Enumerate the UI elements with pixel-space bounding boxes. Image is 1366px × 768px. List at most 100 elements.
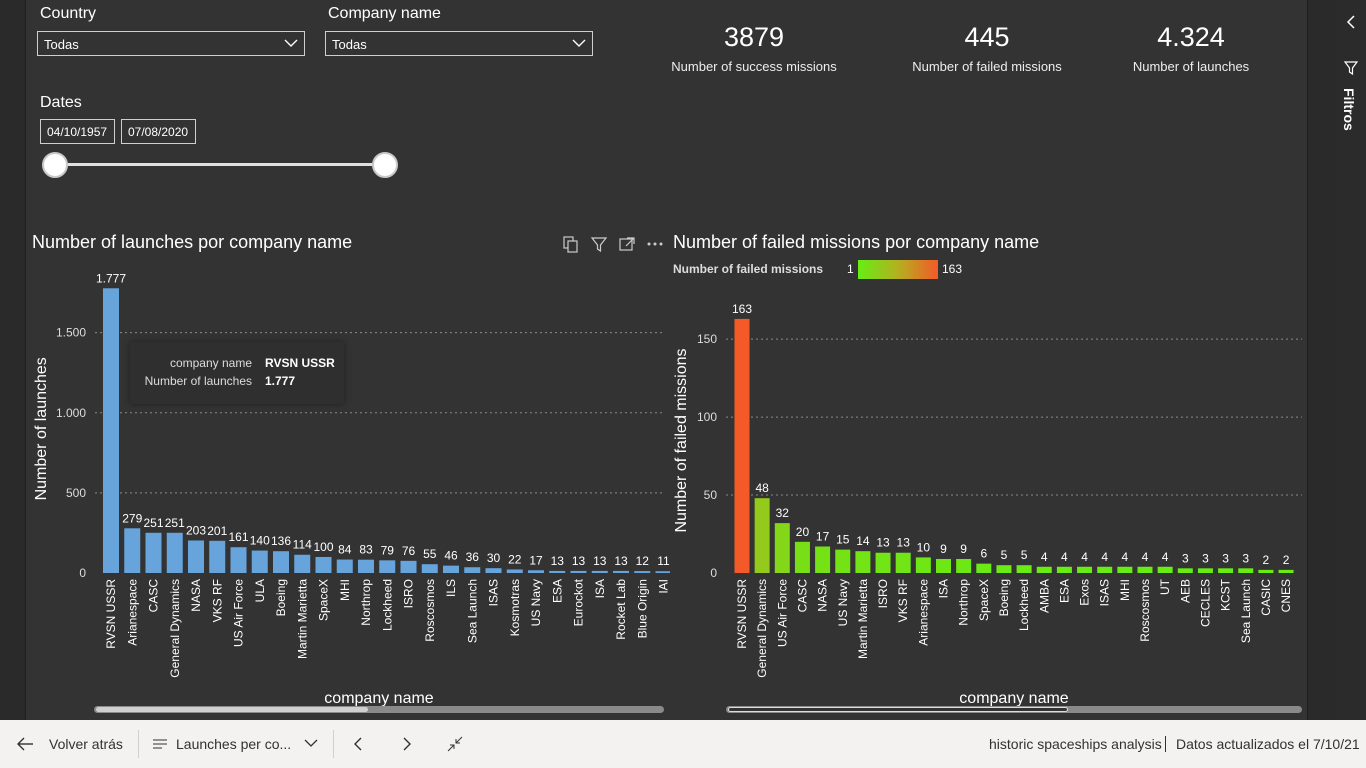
y-tick-label: 0 (79, 566, 86, 580)
bar (464, 567, 481, 573)
slider-handle-start[interactable] (42, 152, 68, 178)
data-label: 55 (423, 547, 437, 561)
data-label: 12 (636, 554, 650, 568)
bottom-navigation-bar: Volver atrás Launches per co... historic… (0, 720, 1366, 768)
bar (855, 551, 871, 573)
x-tick-label: Rocket Lab (614, 579, 628, 640)
back-arrow-icon[interactable] (16, 736, 34, 752)
data-label: 15 (836, 533, 850, 547)
x-tick-label: ISRO (402, 579, 416, 608)
kpi-label: Number of success missions (671, 59, 837, 74)
data-label: 13 (593, 554, 607, 568)
x-tick-label: NASA (189, 579, 203, 612)
data-label: 4 (1122, 550, 1129, 564)
country-label: Country (40, 5, 97, 22)
country-dropdown[interactable]: Todas (37, 31, 305, 56)
bar (754, 498, 770, 573)
filter-icon[interactable] (590, 235, 608, 253)
divider (138, 730, 139, 758)
x-tick-label: Northrop (957, 579, 971, 626)
legend-max: 163 (942, 262, 963, 276)
date-start-input[interactable]: 04/10/1957 (40, 119, 115, 144)
data-label: 22 (508, 552, 522, 566)
horizontal-scrollbar[interactable] (94, 706, 664, 713)
focus-mode-icon[interactable] (618, 235, 636, 253)
divider (333, 730, 334, 758)
slider-handle-end[interactable] (372, 152, 398, 178)
previous-page-icon[interactable] (352, 736, 364, 752)
x-tick-label: SpaceX (317, 579, 331, 621)
x-tick-label: Eurockot (572, 578, 586, 626)
legend-gradient (858, 260, 938, 279)
bar (506, 569, 523, 573)
data-label: 84 (338, 543, 352, 557)
data-label: 13 (876, 536, 890, 550)
back-button[interactable]: Volver atrás (49, 736, 123, 752)
x-tick-label: Exos (1078, 579, 1092, 606)
data-label: 36 (466, 550, 480, 564)
x-tick-label: US Air Force (232, 579, 246, 647)
chevron-down-icon[interactable] (304, 738, 318, 748)
y-tick-label: 1.000 (56, 406, 86, 420)
next-page-icon[interactable] (401, 736, 413, 752)
data-label: 2 (1263, 553, 1270, 567)
x-tick-label: Roscosmos (1138, 579, 1152, 642)
filters-pane[interactable]: Filtros (1335, 0, 1366, 720)
bar (613, 570, 629, 573)
bar (774, 523, 790, 573)
data-label: 100 (313, 540, 333, 554)
scrollbar-thumb[interactable] (728, 707, 1068, 712)
right-margin (1307, 0, 1335, 720)
exit-fullscreen-icon[interactable] (447, 736, 463, 752)
bar (400, 560, 417, 573)
x-tick-label: ISA (937, 579, 951, 598)
bar (1157, 566, 1173, 573)
data-label: 163 (732, 302, 752, 316)
kpi-label: Number of failed missions (912, 59, 1062, 74)
copy-icon[interactable] (562, 235, 580, 253)
country-value: Todas (44, 37, 79, 52)
filters-pane-title: Filtros (1341, 88, 1357, 131)
bar (634, 571, 651, 573)
more-options-icon[interactable] (646, 235, 664, 253)
chart-tooltip: company name RVSN USSR Number of launche… (130, 342, 344, 404)
bar (835, 549, 851, 573)
bar (1197, 568, 1213, 573)
data-label: 201 (207, 524, 227, 538)
scrollbar-thumb[interactable] (96, 707, 368, 712)
data-label: 32 (776, 506, 790, 520)
data-label: 20 (796, 525, 810, 539)
data-label: 3 (1242, 551, 1249, 565)
data-label: 9 (960, 542, 967, 556)
x-tick-label: CASIC (1259, 579, 1273, 616)
kpi-value: 445 (964, 22, 1010, 52)
bar (209, 540, 226, 573)
date-range-slider[interactable] (55, 163, 385, 166)
bar (273, 551, 289, 573)
company-name-label: Company name (328, 5, 441, 22)
bar (485, 568, 502, 573)
data-label: 17 (816, 530, 830, 544)
chevron-left-icon[interactable] (1344, 12, 1358, 32)
chevron-down-icon (284, 39, 298, 47)
date-end-input[interactable]: 07/08/2020 (121, 119, 196, 144)
x-tick-label: CASC (795, 579, 809, 613)
x-tick-label: General Dynamics (168, 579, 182, 678)
x-tick-label: Arianespace (916, 579, 930, 646)
data-label: 4 (1142, 550, 1149, 564)
data-label: 13 (572, 554, 586, 568)
chevron-down-icon (572, 39, 586, 47)
bar (251, 550, 268, 573)
y-tick-label: 50 (704, 488, 718, 502)
bar (976, 563, 992, 573)
data-label: 114 (293, 538, 312, 552)
bar (315, 556, 332, 573)
page-selector[interactable]: Launches per co... (176, 736, 292, 752)
data-label: 5 (1001, 548, 1008, 562)
bar (794, 541, 810, 573)
company-name-dropdown[interactable]: Todas (325, 31, 593, 56)
x-tick-label: SpaceX (977, 579, 991, 621)
bar (379, 560, 396, 573)
bar (103, 288, 119, 573)
report-name: historic spaceships analysis (989, 736, 1162, 752)
